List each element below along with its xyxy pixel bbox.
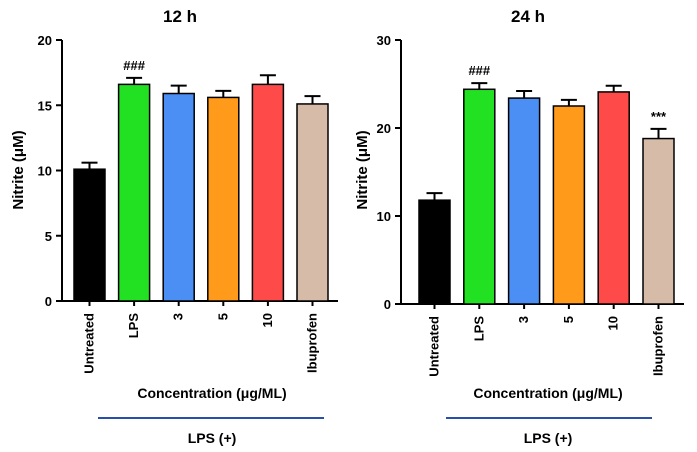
group-label: LPS (+)	[188, 430, 237, 446]
bar-untreated	[73, 168, 106, 302]
chart-title: 24 h	[511, 7, 545, 26]
bar-lps	[117, 83, 151, 302]
bar-10	[251, 83, 285, 302]
y-tick-label: 5	[45, 229, 52, 244]
error-bar	[605, 84, 622, 92]
bar-5	[207, 96, 240, 302]
x-axis-label: Concentration (μg/ML)	[137, 385, 286, 401]
x-tick-label: 3	[171, 313, 186, 320]
error-bar	[650, 127, 667, 139]
error-bar	[560, 98, 577, 106]
y-tick-label: 10	[38, 164, 52, 179]
error-bar	[259, 74, 276, 85]
bar-ibuprofen	[642, 137, 675, 305]
x-tick-label: Untreated	[427, 316, 442, 377]
significance-annotation: ###	[123, 58, 145, 73]
y-tick-label: 20	[377, 121, 391, 136]
error-bar	[516, 90, 533, 99]
y-axis-label: Nitrite (μM)	[10, 130, 27, 209]
bar-3	[507, 97, 541, 305]
x-tick-label: LPS	[471, 316, 486, 342]
x-tick-label: 3	[516, 316, 531, 323]
error-bar	[426, 192, 443, 201]
error-bar	[304, 95, 321, 104]
y-tick-label: 15	[38, 98, 52, 113]
error-bar	[471, 82, 488, 90]
y-tick-label: 0	[384, 297, 391, 312]
x-tick-label: 5	[561, 316, 576, 323]
error-bar	[81, 161, 98, 170]
x-tick-label: Untreated	[82, 313, 97, 374]
group-label: LPS (+)	[524, 430, 573, 446]
x-tick-label: LPS	[126, 313, 141, 339]
bar-5	[552, 105, 586, 305]
bar-lps	[463, 88, 496, 305]
bar-10	[597, 91, 630, 305]
x-tick-label: 10	[260, 313, 275, 327]
bar-3	[162, 92, 195, 302]
x-tick-label: 5	[215, 313, 230, 320]
x-tick-label: Ibuprofen	[651, 316, 666, 376]
x-tick-label: 10	[606, 316, 621, 330]
chart-panel-2: 24 h Nitrite (μM) 0 10 20 30 Untreated LPS ### 3 5…	[354, 7, 684, 446]
error-bar	[126, 76, 143, 85]
y-tick-label: 10	[377, 209, 391, 224]
significance-annotation: ***	[651, 109, 667, 124]
y-axis-label: Nitrite (μM)	[354, 130, 371, 209]
x-tick-label: Ibuprofen	[305, 313, 320, 373]
x-axis-label: Concentration (μg/ML)	[473, 385, 622, 401]
error-bar	[170, 84, 187, 94]
bar-untreated	[418, 199, 451, 305]
bar-ibuprofen	[296, 103, 329, 302]
y-tick-label: 30	[377, 33, 391, 48]
significance-annotation: ###	[468, 63, 490, 78]
y-tick-label: 20	[38, 33, 52, 48]
chart-panel-1: 12 h Nitrite (μM) 0 5 10 15 20 Untreated LPS ### 3…	[10, 7, 338, 446]
y-tick-label: 0	[45, 294, 52, 309]
chart-title: 12 h	[163, 7, 197, 26]
error-bar	[215, 89, 232, 98]
